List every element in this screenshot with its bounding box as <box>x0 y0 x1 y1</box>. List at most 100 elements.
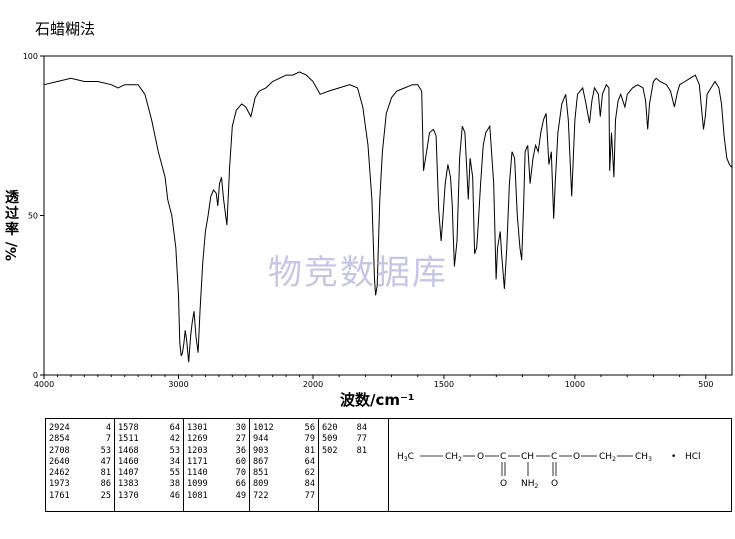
y-tick-label: 50 <box>28 212 38 221</box>
peak-transmittance: 30 <box>235 423 246 433</box>
peak-transmittance: 7 <box>105 434 111 445</box>
peak-row: 1460 34 <box>118 457 180 468</box>
peak-transmittance: 70 <box>235 468 246 479</box>
peak-row: 1099 66 <box>187 479 246 490</box>
peak-wavenumber: 2708 <box>49 445 70 456</box>
y-tick-label: 100 <box>23 52 38 61</box>
struct-c-left: C <box>500 452 506 462</box>
peak-transmittance: 34 <box>169 456 180 467</box>
peak-wavenumber: 1081 <box>187 490 208 501</box>
struct-o-bottom-left: O <box>500 479 507 489</box>
peak-wavenumber: 1761 <box>49 490 70 501</box>
peak-row: 1171 60 <box>187 457 246 468</box>
peak-wavenumber: 1203 <box>187 445 208 456</box>
x-tick-label: 2000 <box>303 380 323 389</box>
peak-transmittance: 60 <box>235 456 246 467</box>
peak-wavenumber: 1468 <box>118 445 139 456</box>
peak-transmittance: 56 <box>304 423 315 433</box>
peak-transmittance: 42 <box>169 434 180 445</box>
struct-c-right: C <box>551 452 557 462</box>
peak-row: 1407 55 <box>118 468 180 479</box>
peak-table-column: 1012 56 944 79 903 81 867 64 851 62 809 84 722 77 <box>250 419 319 511</box>
y-axis-ticks: 0 50 100 <box>23 52 44 380</box>
peak-transmittance: 46 <box>169 490 180 501</box>
peak-row: 1468 53 <box>118 446 180 457</box>
peak-row: 1012 56 <box>253 423 315 434</box>
peak-transmittance: 55 <box>169 468 180 479</box>
peak-transmittance: 81 <box>304 445 315 456</box>
peak-wavenumber: 2854 <box>49 434 70 445</box>
peak-wavenumber: 1511 <box>118 434 139 445</box>
peak-wavenumber: 1171 <box>187 456 208 467</box>
peak-wavenumber: 1140 <box>187 468 208 479</box>
x-tick-label: 1500 <box>434 380 454 389</box>
peak-wavenumber: 851 <box>253 468 269 479</box>
peak-wavenumber: 1301 <box>187 423 208 433</box>
structure-diagram: H3C CH2 O C CH C O CH2 CH3 • HCl O O NH2 <box>397 452 701 490</box>
peak-wavenumber: 1578 <box>118 423 139 433</box>
peak-wavenumber: 867 <box>253 456 269 467</box>
peak-table-column: 2924 4 2854 7 2708 53 2640 47 2462 81 1973 86 1761 25 <box>46 419 115 511</box>
struct-ch3: CH3 <box>635 452 652 463</box>
peak-row: 509 77 <box>322 434 367 445</box>
peak-row: 1081 49 <box>187 491 246 502</box>
peak-row: 809 84 <box>253 479 315 490</box>
peak-transmittance: 79 <box>304 434 315 445</box>
struct-o1: O <box>477 452 484 462</box>
peak-transmittance: 47 <box>100 456 111 467</box>
peak-transmittance: 66 <box>235 479 246 490</box>
peak-row: 1203 36 <box>187 446 246 457</box>
x-tick-label: 3000 <box>168 380 188 389</box>
peak-wavenumber: 1460 <box>118 456 139 467</box>
struct-dot: • <box>671 452 676 462</box>
peak-transmittance: 38 <box>169 479 180 490</box>
peak-row: 1269 27 <box>187 434 246 445</box>
x-tick-label: 4000 <box>34 380 54 389</box>
structure-panel: H3C CH2 O C CH C O CH2 CH3 • HCl O O NH2 <box>389 418 732 512</box>
peak-row: 2924 4 <box>49 423 111 434</box>
struct-o2: O <box>573 452 580 462</box>
ir-spectrum-chart: 0 50 100 4000 3000 2000 1500 1000 500 <box>23 52 733 389</box>
peak-row: 1301 30 <box>187 423 246 434</box>
struct-o-bottom-right: O <box>551 479 558 489</box>
struct-ch2-b: CH2 <box>599 452 616 463</box>
peak-transmittance: 53 <box>169 445 180 456</box>
struct-nh2: NH2 <box>521 479 539 490</box>
peak-wavenumber: 502 <box>322 445 338 456</box>
peak-wavenumber: 1099 <box>187 479 208 490</box>
peak-row: 2708 53 <box>49 446 111 457</box>
struct-ch: CH <box>521 452 534 462</box>
peak-transmittance: 84 <box>356 423 367 433</box>
peak-transmittance: 81 <box>100 468 111 479</box>
method-title: 石蜡糊法 <box>35 20 96 38</box>
peak-row: 2854 7 <box>49 434 111 445</box>
peak-row: 1578 64 <box>118 423 180 434</box>
peak-wavenumber: 944 <box>253 434 269 445</box>
peak-table-column: 1578 64 1511 42 1468 53 1460 34 1407 55 1383 38 1370… <box>115 419 184 511</box>
peak-transmittance: 64 <box>304 456 315 467</box>
peak-row: 1140 70 <box>187 468 246 479</box>
peak-transmittance: 53 <box>100 445 111 456</box>
peak-row: 1383 38 <box>118 479 180 490</box>
peak-wavenumber: 1407 <box>118 468 139 479</box>
peak-row: 944 79 <box>253 434 315 445</box>
peak-transmittance: 62 <box>304 468 315 479</box>
peak-transmittance: 77 <box>304 490 315 501</box>
peak-wavenumber: 1012 <box>253 423 274 433</box>
peak-wavenumber: 722 <box>253 490 269 501</box>
peak-row: 2462 81 <box>49 468 111 479</box>
x-axis-label: 波数/cm⁻¹ <box>340 391 415 409</box>
peak-row: 722 77 <box>253 491 315 502</box>
peak-wavenumber: 903 <box>253 445 269 456</box>
peak-transmittance: 36 <box>235 445 246 456</box>
peak-wavenumber: 1370 <box>118 490 139 501</box>
peak-row: 1370 46 <box>118 491 180 502</box>
peak-table-column: 1301 30 1269 27 1203 36 1171 60 1140 70 1099 66 1081… <box>184 419 250 511</box>
x-tick-label: 1000 <box>565 380 585 389</box>
peak-wavenumber: 1383 <box>118 479 139 490</box>
y-axis-label: 透过率 %/ <box>4 190 20 261</box>
peak-wavenumber: 2924 <box>49 423 70 433</box>
peak-transmittance: 27 <box>235 434 246 445</box>
peak-transmittance: 49 <box>235 490 246 501</box>
peak-wavenumber: 620 <box>322 423 338 433</box>
